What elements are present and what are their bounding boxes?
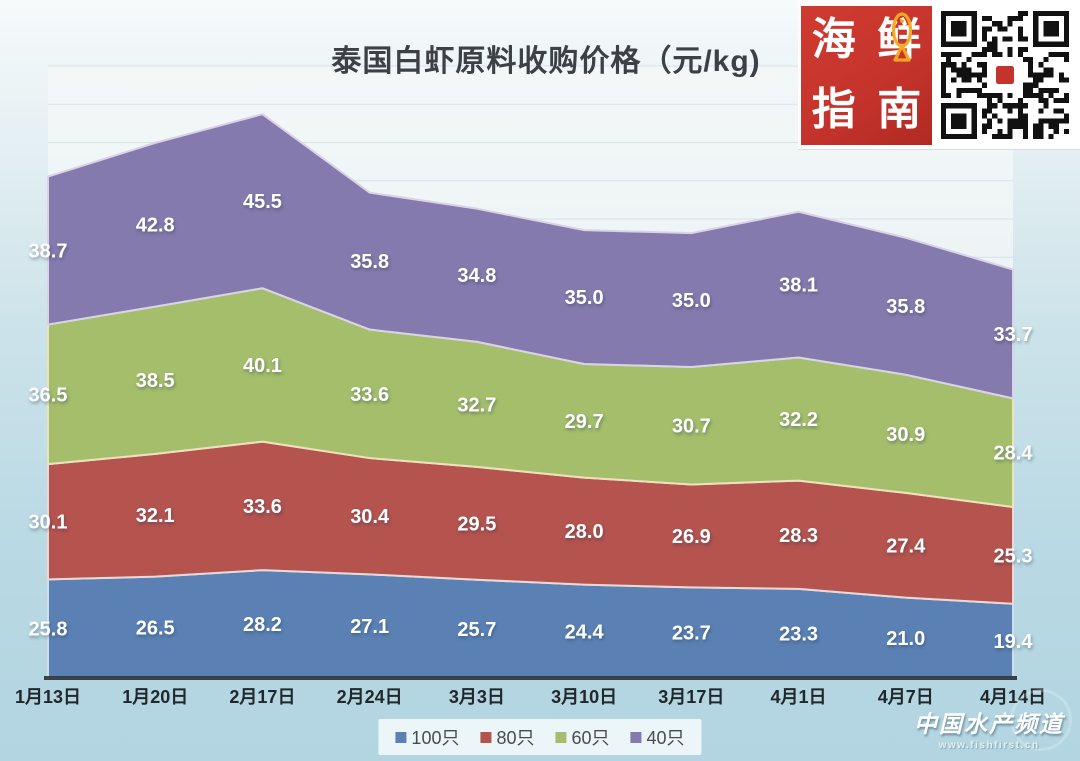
data-label-80只: 27.4	[886, 535, 926, 557]
data-label-100只: 23.7	[672, 623, 711, 645]
data-label-40只: 35.0	[565, 287, 604, 309]
data-label-80只: 26.9	[672, 526, 711, 548]
data-label-40只: 38.7	[29, 241, 68, 263]
data-label-60只: 30.9	[886, 424, 925, 446]
legend-swatch	[555, 731, 567, 743]
legend-label: 60只	[571, 728, 610, 748]
x-axis-label: 4月7日	[878, 687, 934, 707]
data-label-60只: 40.1	[243, 355, 282, 377]
data-label-60只: 32.7	[457, 394, 496, 416]
legend-item-40只: 40只	[630, 724, 685, 750]
data-label-60只: 33.6	[350, 384, 389, 406]
x-axis-label: 3月10日	[551, 687, 617, 707]
logo-char: 指	[811, 84, 856, 134]
legend-item-60只: 60只	[555, 724, 610, 750]
watermark-circle-icon	[1010, 689, 1072, 751]
x-axis-label: 3月17日	[658, 687, 724, 707]
seafood-guide-logo: 海 鲜 指 南	[801, 5, 932, 145]
data-label-100只: 25.8	[29, 619, 68, 641]
data-label-60只: 36.5	[29, 384, 68, 406]
data-label-80只: 29.5	[457, 513, 496, 535]
legend-swatch	[395, 731, 407, 743]
fish-icon	[888, 8, 916, 64]
legend-item-100只: 100只	[395, 724, 459, 750]
data-label-60只: 32.2	[779, 409, 818, 431]
data-label-80只: 28.3	[779, 525, 818, 547]
legend-swatch	[630, 731, 642, 743]
data-label-40只: 34.8	[457, 265, 496, 287]
legend: 100只 80只 60只 40只	[378, 719, 702, 755]
data-label-40只: 38.1	[779, 275, 818, 297]
data-label-100只: 21.0	[886, 628, 925, 650]
watermark-title: 中国水产频道	[914, 711, 1064, 737]
data-label-40只: 35.8	[886, 296, 925, 318]
data-label-80只: 32.1	[136, 505, 175, 527]
data-label-100只: 23.3	[779, 623, 818, 645]
legend-label: 80只	[496, 728, 535, 748]
watermark-url: www.fishfirst.cn	[938, 740, 1040, 751]
data-label-60只: 28.4	[994, 443, 1034, 465]
data-label-80只: 33.6	[243, 496, 282, 518]
area-40只	[47, 113, 1014, 400]
data-label-100只: 28.2	[243, 614, 282, 636]
data-label-60只: 38.5	[136, 370, 175, 392]
data-label-100只: 26.5	[136, 617, 175, 639]
data-label-40只: 33.7	[994, 324, 1033, 346]
chart-title: 泰国白虾原料收购价格（元/kg)	[331, 45, 761, 78]
data-label-40只: 35.0	[672, 290, 711, 312]
data-label-80只: 25.3	[994, 545, 1033, 567]
legend-label: 100只	[411, 728, 460, 748]
logo-char: 南	[877, 84, 922, 134]
legend-item-80只: 80只	[480, 724, 535, 750]
x-axis-label: 2月17日	[229, 687, 295, 707]
data-label-40只: 45.5	[243, 191, 282, 213]
legend-swatch	[480, 731, 492, 743]
data-label-100只: 25.7	[457, 619, 496, 641]
data-label-100只: 19.4	[994, 631, 1034, 653]
data-label-40只: 35.8	[350, 251, 389, 273]
x-axis-label: 1月13日	[15, 687, 81, 707]
x-axis-label: 4月1日	[771, 687, 827, 707]
qr-code	[941, 11, 1069, 139]
data-label-100只: 27.1	[350, 616, 389, 638]
logo-char: 海	[811, 15, 856, 65]
x-axis-label: 2月24日	[337, 687, 403, 707]
data-label-100只: 24.4	[565, 621, 605, 643]
x-axis-label: 3月3日	[449, 687, 505, 707]
data-label-40只: 42.8	[136, 215, 175, 237]
data-label-60只: 30.7	[672, 416, 711, 438]
data-label-60只: 29.7	[565, 411, 604, 433]
legend-label: 40只	[646, 728, 685, 748]
brand-panel: 海 鲜 指 南	[798, 0, 1080, 150]
x-axis-label: 1月20日	[122, 687, 188, 707]
data-labels: 25.8 26.5 28.2 27.1 25.7 24.4 23.7 23.3 21.0 19.4…	[29, 191, 1034, 653]
data-label-80只: 30.1	[29, 512, 68, 534]
data-label-80只: 28.0	[565, 521, 604, 543]
watermark: 中国水产频道 www.fishfirst.cn	[914, 689, 1072, 751]
data-label-80只: 30.4	[350, 506, 390, 528]
